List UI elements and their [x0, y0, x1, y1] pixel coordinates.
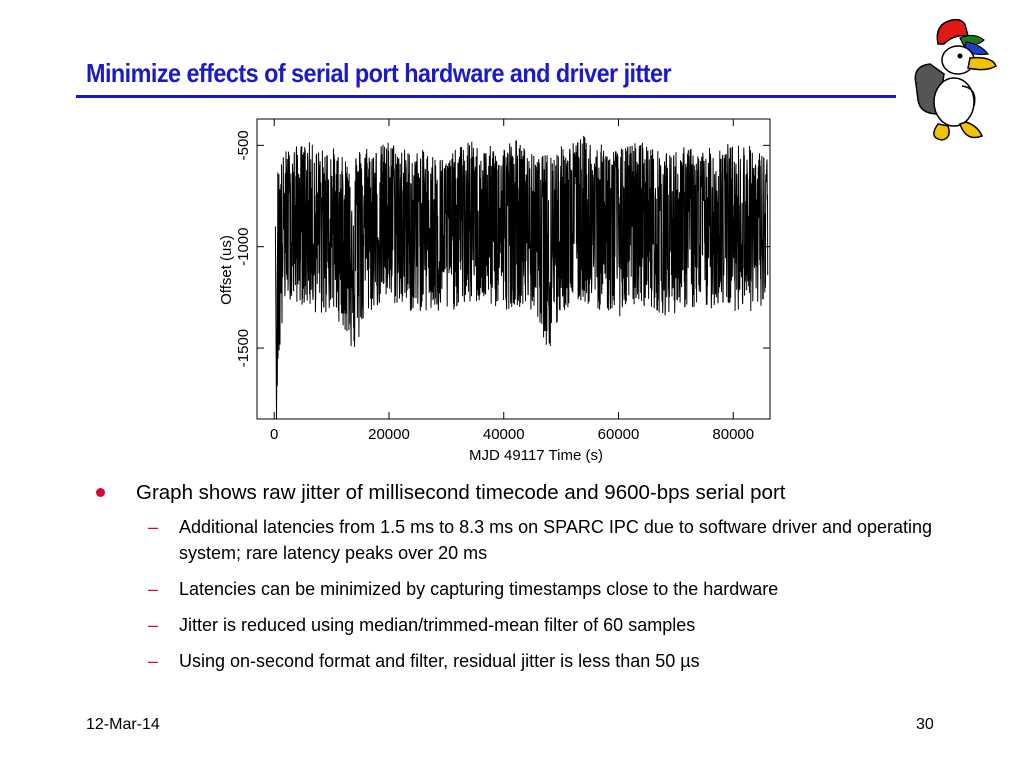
x-tick-label: 20000: [368, 426, 410, 443]
x-tick-label: 80000: [712, 426, 754, 443]
sub-bullet-list: – Additional latencies from 1.5 ms to 8.…: [96, 514, 976, 674]
duck-mascot-icon: [914, 18, 997, 141]
page-number: 30: [916, 716, 934, 733]
title-underline: [76, 95, 896, 98]
sub-bullet-item: – Jitter is reduced using median/trimmed…: [96, 612, 959, 638]
sub-bullet-text: Jitter is reduced using median/trimmed-m…: [179, 615, 696, 635]
x-tick-label: 60000: [598, 426, 640, 443]
dash-icon: –: [148, 517, 159, 537]
slide-title: Minimize effects of serial port hardware…: [86, 58, 672, 88]
bullet-dot-icon: [96, 488, 105, 497]
dash-icon: –: [148, 615, 159, 635]
dash-icon: –: [148, 579, 159, 599]
sub-bullet-item: – Additional latencies from 1.5 ms to 8.…: [96, 514, 959, 566]
y-tick-label: -1000: [235, 228, 252, 266]
sub-bullet-text: Using on-second format and filter, resid…: [179, 651, 700, 671]
sub-bullet-item: – Using on-second format and filter, res…: [96, 648, 959, 674]
offset-jitter-chart: 0 20000 40000 60000 80000 -500 -1000 -1500 MJD …: [218, 118, 771, 464]
bullet-item: Graph shows raw jitter of millisecond ti…: [96, 478, 976, 508]
x-tick-label: 0: [270, 426, 278, 443]
y-tick-label: -500: [235, 130, 252, 160]
bullet-text: Graph shows raw jitter of millisecond ti…: [136, 481, 786, 504]
bullet-list: Graph shows raw jitter of millisecond ti…: [96, 478, 976, 684]
y-tick-label: -1500: [235, 329, 252, 367]
x-tick-label: 40000: [483, 426, 525, 443]
sub-bullet-text: Additional latencies from 1.5 ms to 8.3 …: [179, 517, 933, 563]
x-axis-label: MJD 49117 Time (s): [469, 447, 603, 464]
plot-frame: [256, 118, 771, 420]
dash-icon: –: [148, 651, 159, 671]
sub-bullet-item: – Latencies can be minimized by capturin…: [96, 576, 959, 602]
chart-axes: 0 20000 40000 60000 80000 -500 -1000 -1500: [235, 118, 771, 443]
series-line: [274, 135, 769, 420]
footer-date: 12-Mar-14: [86, 716, 160, 733]
y-axis-label: Offset (us): [218, 235, 235, 305]
plot-area: [274, 135, 769, 420]
sub-bullet-text: Latencies can be minimized by capturing …: [179, 579, 779, 599]
